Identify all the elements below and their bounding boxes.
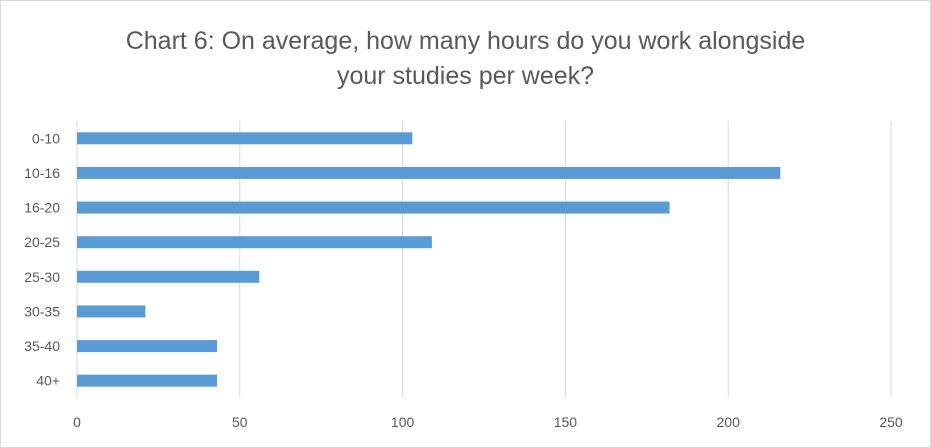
bar-20-25	[77, 236, 432, 249]
category-label: 35-40	[24, 338, 60, 354]
value-axis: 0 50 100 150 200 250	[73, 414, 903, 430]
bar-0-10	[77, 132, 413, 145]
x-tick-label: 0	[73, 414, 81, 430]
x-tick-label: 50	[232, 414, 248, 430]
x-tick-label: 200	[717, 414, 741, 430]
x-tick-label: 150	[554, 414, 578, 430]
chart-title-line-2: your studies per week?	[336, 62, 595, 90]
category-label: 25-30	[24, 269, 60, 285]
bar-16-20	[77, 201, 670, 214]
bar-10-16	[77, 166, 781, 179]
category-label: 30-35	[24, 303, 60, 319]
x-tick-label: 100	[391, 414, 415, 430]
category-label: 40+	[36, 373, 60, 389]
chart-title: Chart 6: On average, how many hours do y…	[0, 24, 931, 94]
bar-40+	[77, 374, 218, 387]
category-label: 16-20	[24, 200, 60, 216]
bar-30-35	[77, 305, 146, 318]
bar-25-30	[77, 270, 260, 283]
category-label: 10-16	[24, 165, 60, 181]
bars	[77, 132, 781, 387]
bar-35-40	[77, 340, 218, 353]
category-label: 20-25	[24, 234, 60, 250]
category-axis: 0-10 10-16 16-20 20-25 25-30 30-35 35-40 40+	[24, 130, 60, 388]
category-label: 0-10	[32, 130, 60, 146]
x-tick-label: 250	[879, 414, 903, 430]
chart-title-line-1: Chart 6: On average, how many hours do y…	[125, 27, 806, 55]
gridlines	[76, 121, 892, 398]
